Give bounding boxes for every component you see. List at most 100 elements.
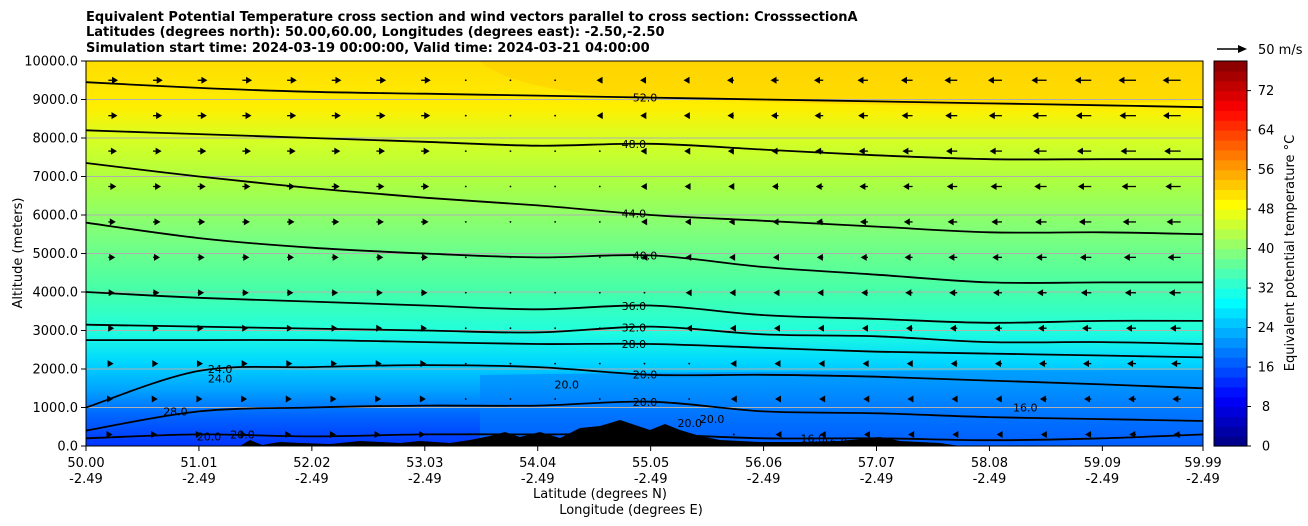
colorbar-band-9 — [1214, 347, 1247, 358]
wind-vector-212 — [949, 324, 958, 332]
x-tick-lat-9: 59.09 — [1084, 456, 1121, 471]
colorbar-band-20 — [1214, 238, 1247, 250]
wind-vector-116 — [554, 221, 557, 223]
colorbar-band-31 — [1214, 130, 1247, 141]
x-tick-lat-2: 52.02 — [293, 456, 330, 471]
wind-vector-39 — [242, 218, 250, 226]
wind-vector-225 — [992, 253, 1002, 261]
colorbar-label: Equivalent potential temperature °C — [1283, 135, 1298, 371]
wind-vector-273 — [1163, 112, 1181, 120]
extra-contour-label-5: 20.0 — [555, 378, 580, 391]
wind-vector-246 — [1080, 289, 1092, 297]
wind-vector-26 — [197, 289, 205, 297]
wind-vector-19 — [153, 147, 162, 155]
wind-vector-262 — [1119, 112, 1136, 120]
x-tick-lat-8: 58.08 — [971, 456, 1008, 471]
wind-vector-147 — [685, 289, 692, 297]
wind-vector-37 — [242, 289, 249, 297]
colorbar-band-30 — [1214, 139, 1247, 151]
wind-vector-126 — [598, 256, 601, 259]
colorbar-band-17 — [1214, 268, 1247, 279]
wind-vector-76 — [376, 76, 387, 84]
x-tick-lat-4: 54.04 — [519, 456, 556, 471]
wind-vector-252 — [1074, 76, 1092, 84]
wind-vector-102 — [509, 327, 512, 330]
colorbar-band-8 — [1214, 357, 1247, 368]
colorbar-band-15 — [1214, 288, 1247, 299]
colorbar-band-10 — [1214, 337, 1247, 348]
wind-vector-54 — [287, 76, 297, 84]
wind-vector-7 — [108, 183, 117, 191]
wind-vector-10 — [108, 76, 119, 84]
wind-vector-223 — [993, 324, 1002, 332]
colorbar-band-25 — [1214, 189, 1247, 200]
wind-vector-52 — [287, 147, 296, 155]
contour-label-2: 44.0 — [622, 208, 647, 221]
extra-contour-label-10: 16.0 — [1013, 402, 1038, 415]
contour-label-0: 52.0 — [633, 91, 658, 104]
x-tick-lat-7: 57.07 — [858, 456, 895, 471]
title-line-2: Latitudes (degrees north): 50.00,60.00, … — [86, 25, 665, 40]
wind-vector-91 — [464, 327, 467, 330]
contour-4 — [86, 291, 1203, 324]
colorbar-band-29 — [1214, 149, 1247, 161]
extra-contour-label-0: 24.0 — [208, 363, 233, 376]
colorbar-band-0 — [1214, 436, 1247, 447]
wind-vector-65 — [331, 76, 342, 84]
wind-vector-183 — [815, 183, 824, 191]
contour-5 — [86, 323, 1203, 345]
colorbar-band-28 — [1214, 159, 1247, 171]
wind-vector-193 — [860, 218, 868, 226]
extra-contour-label-6: 20.0 — [678, 417, 703, 430]
wind-vector-119 — [554, 114, 557, 117]
wind-vector-253 — [1129, 430, 1136, 438]
wind-vector-24 — [196, 360, 203, 368]
wind-vector-190 — [861, 324, 868, 332]
wind-vector-151 — [684, 147, 691, 155]
wind-vector-120 — [554, 79, 557, 82]
contour-2 — [86, 162, 1203, 236]
wind-vector-53 — [287, 112, 297, 120]
wind-vector-111 — [554, 398, 557, 400]
wind-vector-167 — [774, 360, 781, 368]
wind-vector-20 — [153, 112, 163, 120]
x-tick-lon-6: -2.49 — [747, 472, 781, 487]
wind-vector-216 — [946, 183, 958, 191]
wind-vector-131 — [596, 76, 603, 84]
wind-vector-97 — [464, 114, 467, 117]
wind-vector-30 — [197, 147, 207, 155]
wind-vector-156 — [730, 360, 737, 368]
wind-vector-249 — [1077, 183, 1092, 191]
wind-vector-244 — [1083, 360, 1092, 368]
colorbar-band-35 — [1214, 90, 1247, 102]
wind-vector-92 — [464, 291, 467, 294]
wind-vector-205 — [903, 183, 913, 191]
wind-vector-176 — [819, 430, 826, 438]
wind-vector-161 — [728, 183, 735, 191]
wind-vector-174 — [770, 112, 779, 120]
wind-vector-42 — [242, 112, 252, 120]
x-tick-lon-10: -2.49 — [1186, 472, 1220, 487]
colorbar-band-5 — [1214, 386, 1247, 398]
colorbar-band-6 — [1214, 376, 1247, 388]
wind-vector-21 — [153, 76, 163, 84]
wind-vector-195 — [858, 147, 868, 155]
wind-vector-46 — [286, 360, 293, 368]
x-tick-lon-4: -2.49 — [521, 472, 555, 487]
title-line-1: Equivalent Potential Temperature cross s… — [86, 10, 858, 25]
wind-vector-18 — [153, 183, 162, 191]
wind-vector-17 — [153, 218, 161, 226]
x-tick-lat-1: 51.01 — [180, 456, 217, 471]
wind-vector-211 — [950, 360, 958, 368]
wind-vector-117 — [554, 185, 557, 188]
wind-vector-98 — [464, 79, 467, 82]
x-axis-label-2: Longitude (degrees E) — [559, 503, 703, 518]
wind-vector-150 — [684, 183, 691, 191]
y-tick-label-1: 1000.0 — [33, 401, 79, 416]
terrain — [240, 420, 960, 446]
wind-vector-254 — [1128, 395, 1136, 403]
wind-vector-251 — [1075, 112, 1092, 120]
wind-vector-27 — [197, 253, 205, 261]
wind-vector-45 — [285, 395, 292, 403]
wind-vector-114 — [554, 291, 557, 294]
